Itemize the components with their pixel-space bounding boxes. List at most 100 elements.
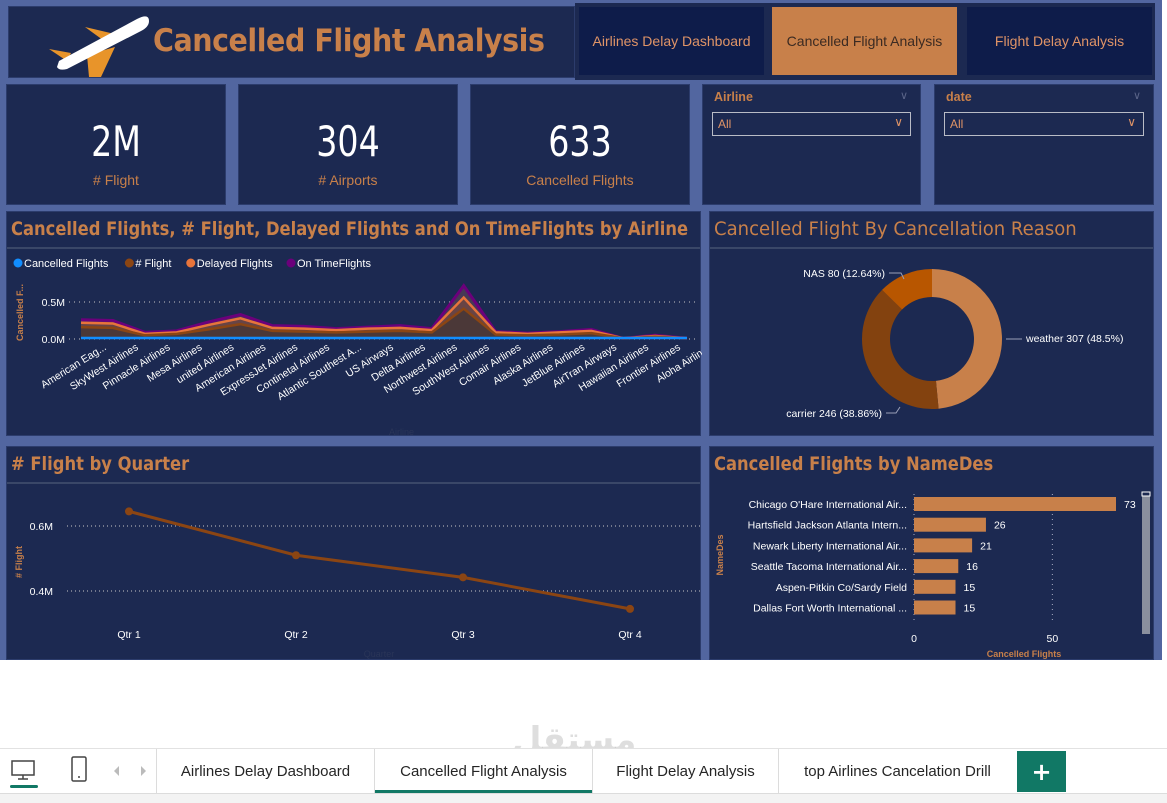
data-label: 15 [964,582,976,594]
y-tick-label: Chicago O'Hare International Air... [749,499,907,511]
y-axis-label: # Flight [14,546,24,578]
area--flight [81,308,687,339]
title-divider [710,247,1153,249]
plus-icon: + [1031,757,1052,786]
legend-label: Cancelled Flights [24,258,109,270]
chart-title: Cancelled Flight By Cancellation Reason [714,218,1077,240]
bar [914,600,956,615]
tab-cancelled-flight-analysis[interactable]: Cancelled Flight Analysis [374,749,592,794]
nav-flight-delay-analysis[interactable]: Flight Delay Analysis [967,7,1152,75]
chevron-down-icon: ∨ [1127,115,1136,129]
dropdown-value: All [950,117,964,131]
tab-airlines-delay-dashboard[interactable]: Airlines Delay Dashboard [156,749,374,794]
bar [914,559,959,574]
airplane-icon [49,16,149,77]
tab-top-airlines-cancelation-drill[interactable]: top Airlines Cancelation Drill [778,749,1016,794]
chart-title: Cancelled Flights by NameDes [714,453,994,475]
y-axis-label: Cancelled F... [15,284,25,341]
kpi-value: 304 [316,117,380,166]
flight-by-quarter-panel: # Flight by Quarter 0.4M 0.6M # Flight Qtr … [6,446,702,660]
legend-marker [186,258,196,268]
airline-dropdown[interactable]: All ∨ [712,112,911,136]
x-tick-label: 50 [1047,633,1059,645]
data-label: 15 [964,603,976,615]
line-chart: 0.4M 0.6M # Flight Qtr 1 Qtr 2 Qtr 3 Qtr 4 Quar… [14,507,702,659]
nav-airlines-delay-dashboard[interactable]: Airlines Delay Dashboard [579,7,764,75]
y-tick-label: Dallas Fort Worth International ... [753,603,907,615]
kpi-value: 2M [91,117,141,166]
donut-slice-carrier [862,289,939,409]
cancelled-by-namedes-panel: Cancelled Flights by NameDes 0 50 Chicago … [709,446,1154,660]
data-label: 21 [980,540,992,552]
x-axis-label: Quarter [364,649,395,659]
bar-chart: 0 50 Chicago O'Hare International Air... 73… [715,491,1151,659]
bar [914,497,1116,511]
bar [914,579,956,594]
chevron-down-icon[interactable]: ∨ [899,89,908,102]
tab-flight-delay-analysis[interactable]: Flight Delay Analysis [592,749,778,794]
data-point [626,604,634,613]
data-point [459,573,467,582]
desktop-view-button[interactable] [8,757,40,789]
phone-view-button[interactable] [68,755,92,787]
kpi-label: # Airports [318,172,378,188]
scrollbar[interactable] [1142,496,1150,634]
leader-line [889,272,905,280]
y-tick-label: 0.5M [42,297,65,309]
kpi-card-airports: 304 # Airports [238,84,458,205]
legend-label: # Flight [135,258,171,270]
airline-area-chart-panel: Cancelled Flights, # Flight, Delayed Fli… [6,211,702,437]
kpi-label: Cancelled Flights [526,172,634,188]
y-axis-label: NameDes [715,534,725,575]
y-tick-label: Aspen-Pitkin Co/Sardy Field [776,582,907,594]
data-label: NAS 80 (12.64%) [803,268,885,280]
title-divider [7,247,700,249]
data-label: 26 [994,520,1006,532]
page-title: Cancelled Flight Analysis [153,23,545,59]
x-axis-label: Airline [389,427,414,437]
date-dropdown[interactable]: All ∨ [944,112,1144,136]
next-page-button[interactable] [136,761,150,781]
nav-cancelled-flight-analysis[interactable]: Cancelled Flight Analysis [772,7,957,75]
y-tick-label: 0.4M [30,586,53,598]
series-line [128,509,631,611]
slicer-title: date [946,90,972,104]
legend-label: Delayed Flights [197,258,273,270]
series-line [80,283,688,340]
desktop-icon [10,760,38,788]
x-axis-label: Cancelled Flights [987,649,1062,659]
prev-page-button[interactable] [110,761,124,781]
data-point [292,551,300,560]
title-divider [7,482,700,484]
legend-marker [13,258,23,268]
data-label: 73 [1124,499,1136,511]
chevron-down-icon[interactable]: ∨ [1132,89,1141,102]
cancellation-reason-panel: Cancelled Flight By Cancellation Reason … [709,211,1154,436]
y-tick-label: Hartsfield Jackson Atlanta Intern... [748,520,907,532]
legend-marker [124,258,134,268]
chart-title: # Flight by Quarter [11,453,190,475]
chart-title: Cancelled Flights, # Flight, Delayed Fli… [11,218,689,240]
kpi-card-flights: 2M # Flight [6,84,226,205]
y-tick-label: Seattle Tacoma International Air... [751,561,907,573]
kpi-card-cancelled-flights: 633 Cancelled Flights [470,84,690,205]
prev-arrow-icon [114,766,119,776]
chevron-down-icon: ∨ [894,115,903,129]
area-chart: Cancelled Flights # Flight Delayed Flights… [13,258,702,437]
donut-chart: weather 307 (48.5%) carrier 246 (38.86%) N… [786,268,1123,420]
x-tick-label: Qtr 3 [451,629,474,641]
x-tick-label: 0 [911,633,917,645]
x-tick-label: Qtr 1 [117,629,140,641]
data-point [125,507,133,516]
dropdown-value: All [718,117,732,131]
x-tick-label: Qtr 4 [618,629,641,641]
page-navigator: Airlines Delay Dashboard Cancelled Fligh… [575,3,1155,80]
slicer-date: date ∨ All ∨ [934,84,1154,205]
leader-line [886,406,901,414]
donut-slice-nas [882,269,932,310]
y-tick-label: 0.6M [30,521,53,533]
slicer-airline: Airline ∨ All ∨ [702,84,921,205]
add-page-button[interactable]: + [1017,751,1066,792]
data-label: 16 [966,561,978,573]
next-arrow-icon [141,766,146,776]
